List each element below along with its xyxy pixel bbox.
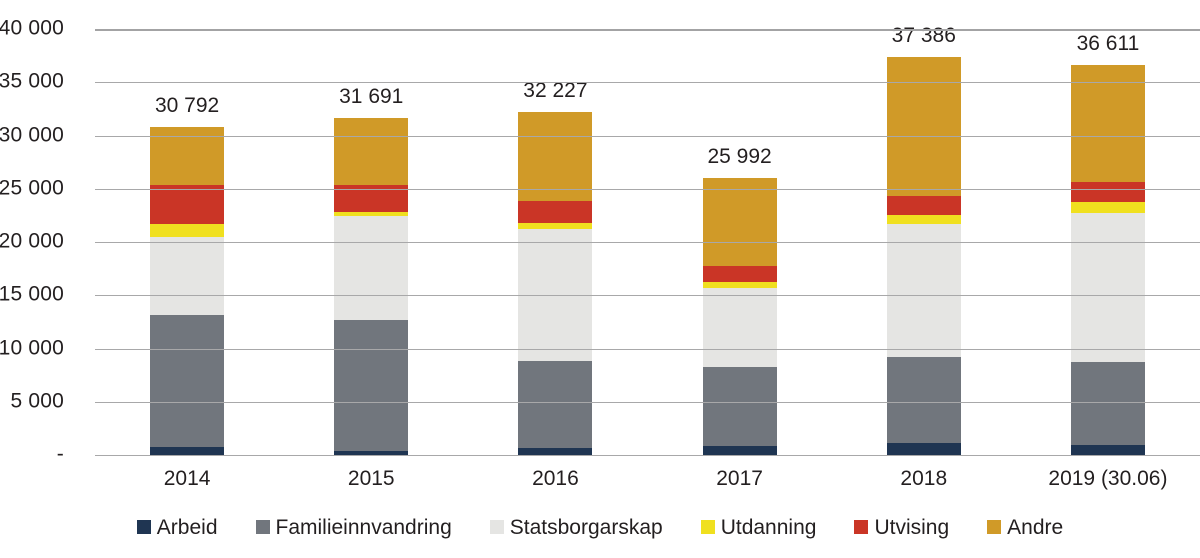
- y-axis-label: 5 000: [10, 389, 64, 413]
- legend-swatch-icon: [700, 520, 715, 534]
- x-axis-label: 2018: [900, 467, 948, 490]
- bar-segment-andre: [702, 178, 777, 267]
- gridline: [95, 295, 1200, 297]
- legend-swatch-icon: [136, 520, 151, 534]
- bar-segment-andre: [334, 117, 409, 186]
- bar-segment-utvising: [886, 196, 961, 215]
- bar-total-label: 32 227: [523, 78, 588, 102]
- bar-segment-statsborgarskap: [1070, 213, 1145, 363]
- bar-segment-familieinnvandring: [1070, 362, 1145, 446]
- legend-label: Utvising: [874, 516, 950, 539]
- bar-2015: 31 691: [334, 85, 409, 455]
- x-axis-label: 2016: [532, 467, 579, 490]
- gridline: [95, 242, 1200, 243]
- bar-segment-andre: [886, 56, 961, 197]
- bar-segment-statsborgarskap: [886, 223, 961, 357]
- legend-swatch-icon: [987, 520, 1002, 534]
- bar-segment-utdanning: [1070, 202, 1145, 214]
- bar-segment-utdanning: [150, 224, 225, 237]
- gridline: [95, 188, 1200, 190]
- bar-segment-utvising: [702, 266, 777, 282]
- legend-item-andre: Andre: [987, 516, 1063, 540]
- bar-segment-arbeid: [702, 445, 777, 455]
- legend-item-arbeid: Arbeid: [136, 516, 218, 540]
- gridline: [95, 455, 1200, 456]
- x-axis: 2014 2015 2016 2017 2018 2019 (30.06): [95, 467, 1200, 491]
- bar-segment-arbeid: [1070, 445, 1145, 455]
- legend-swatch-icon: [255, 520, 270, 534]
- bar-2017: 25 992: [702, 145, 777, 455]
- bar-2019 (30.06): 36 611: [1070, 32, 1145, 455]
- bars-container: 30 792 31 691 32 227 25 992 37 386 36 611: [95, 24, 1200, 455]
- x-axis-label: 2017: [716, 467, 763, 490]
- bar-2014: 30 792: [150, 94, 225, 455]
- bar-segment-utvising: [1070, 181, 1145, 203]
- y-axis-label: 15 000: [0, 282, 64, 306]
- bar-segment-andre: [150, 127, 225, 185]
- bar-segment-arbeid: [518, 448, 593, 455]
- bar-segment-arbeid: [886, 443, 961, 455]
- legend: Arbeid Familieinnvandring Statsborgarskap U…: [0, 516, 1200, 540]
- gridline: [95, 401, 1200, 403]
- bar-segment-utdanning: [886, 214, 961, 224]
- bar-segment-familieinnvandring: [518, 361, 593, 449]
- legend-label: Statsborgarskap: [509, 516, 663, 539]
- bar-segment-utdanning: [702, 281, 777, 288]
- bar-segment-familieinnvandring: [150, 314, 225, 448]
- y-axis: 40 000 35 000 30 000 25 000 20 000 15 000 10 0…: [0, 17, 64, 466]
- y-axis-label: 35 000: [0, 69, 64, 93]
- bar-2016: 32 227: [518, 79, 593, 455]
- legend-item-statsborgarskap: Statsborgarskap: [489, 516, 663, 540]
- y-axis-label: 10 000: [0, 336, 64, 360]
- plot-area: 30 792 31 691 32 227 25 992 37 386 36 611: [95, 24, 1200, 456]
- bar-2018: 37 386: [886, 24, 961, 455]
- legend-item-utdanning: Utdanning: [700, 516, 817, 540]
- bar-segment-statsborgarskap: [702, 287, 777, 367]
- bar-segment-andre: [1070, 65, 1145, 182]
- bar-segment-utdanning: [334, 211, 409, 216]
- y-axis-label: 40 000: [0, 16, 64, 40]
- y-axis-label: 25 000: [0, 176, 64, 200]
- bar-segment-utvising: [150, 184, 225, 225]
- y-axis-label: 20 000: [0, 229, 64, 253]
- legend-label: Arbeid: [156, 516, 218, 539]
- bar-total-label: 30 792: [154, 94, 220, 118]
- gridline: [95, 135, 1200, 137]
- legend-swatch-icon: [854, 520, 869, 534]
- bar-slot-2014: 30 792: [95, 29, 279, 455]
- y-axis-label: 30 000: [0, 123, 64, 147]
- bar-slot-2017: 25 992: [648, 29, 832, 455]
- bar-segment-familieinnvandring: [886, 356, 961, 444]
- gridline: [95, 82, 1200, 84]
- x-axis-label: 2019 (30.06): [1048, 467, 1168, 490]
- bar-slot-2019 (30.06): 36 611: [1016, 29, 1200, 455]
- bar-total-label: 37 386: [891, 23, 956, 47]
- bar-segment-utdanning: [518, 223, 593, 230]
- x-axis-label: 2014: [163, 467, 211, 490]
- bar-total-label: 25 992: [707, 145, 772, 169]
- bar-total-label: 31 691: [339, 84, 404, 108]
- bar-segment-statsborgarskap: [150, 236, 225, 315]
- bar-segment-familieinnvandring: [702, 366, 777, 446]
- legend-label: Familieinnvandring: [275, 516, 452, 539]
- gridline: [95, 29, 1200, 31]
- legend-item-familieinnvandring: Familieinnvandring: [255, 516, 452, 540]
- bar-segment-statsborgarskap: [334, 215, 409, 321]
- bar-segment-familieinnvandring: [334, 320, 409, 451]
- x-axis-label: 2015: [347, 467, 395, 490]
- bar-segment-utvising: [518, 201, 593, 224]
- bar-segment-arbeid: [150, 447, 225, 455]
- bar-segment-andre: [518, 111, 593, 202]
- bar-segment-arbeid: [334, 450, 409, 455]
- y-axis-label: -: [56, 442, 64, 466]
- gridline: [95, 348, 1200, 350]
- legend-label: Utdanning: [720, 516, 817, 539]
- bar-total-label: 36 611: [1076, 32, 1140, 56]
- legend-label: Andre: [1007, 516, 1064, 539]
- legend-swatch-icon: [489, 520, 504, 534]
- legend-item-utvising: Utvising: [854, 516, 949, 540]
